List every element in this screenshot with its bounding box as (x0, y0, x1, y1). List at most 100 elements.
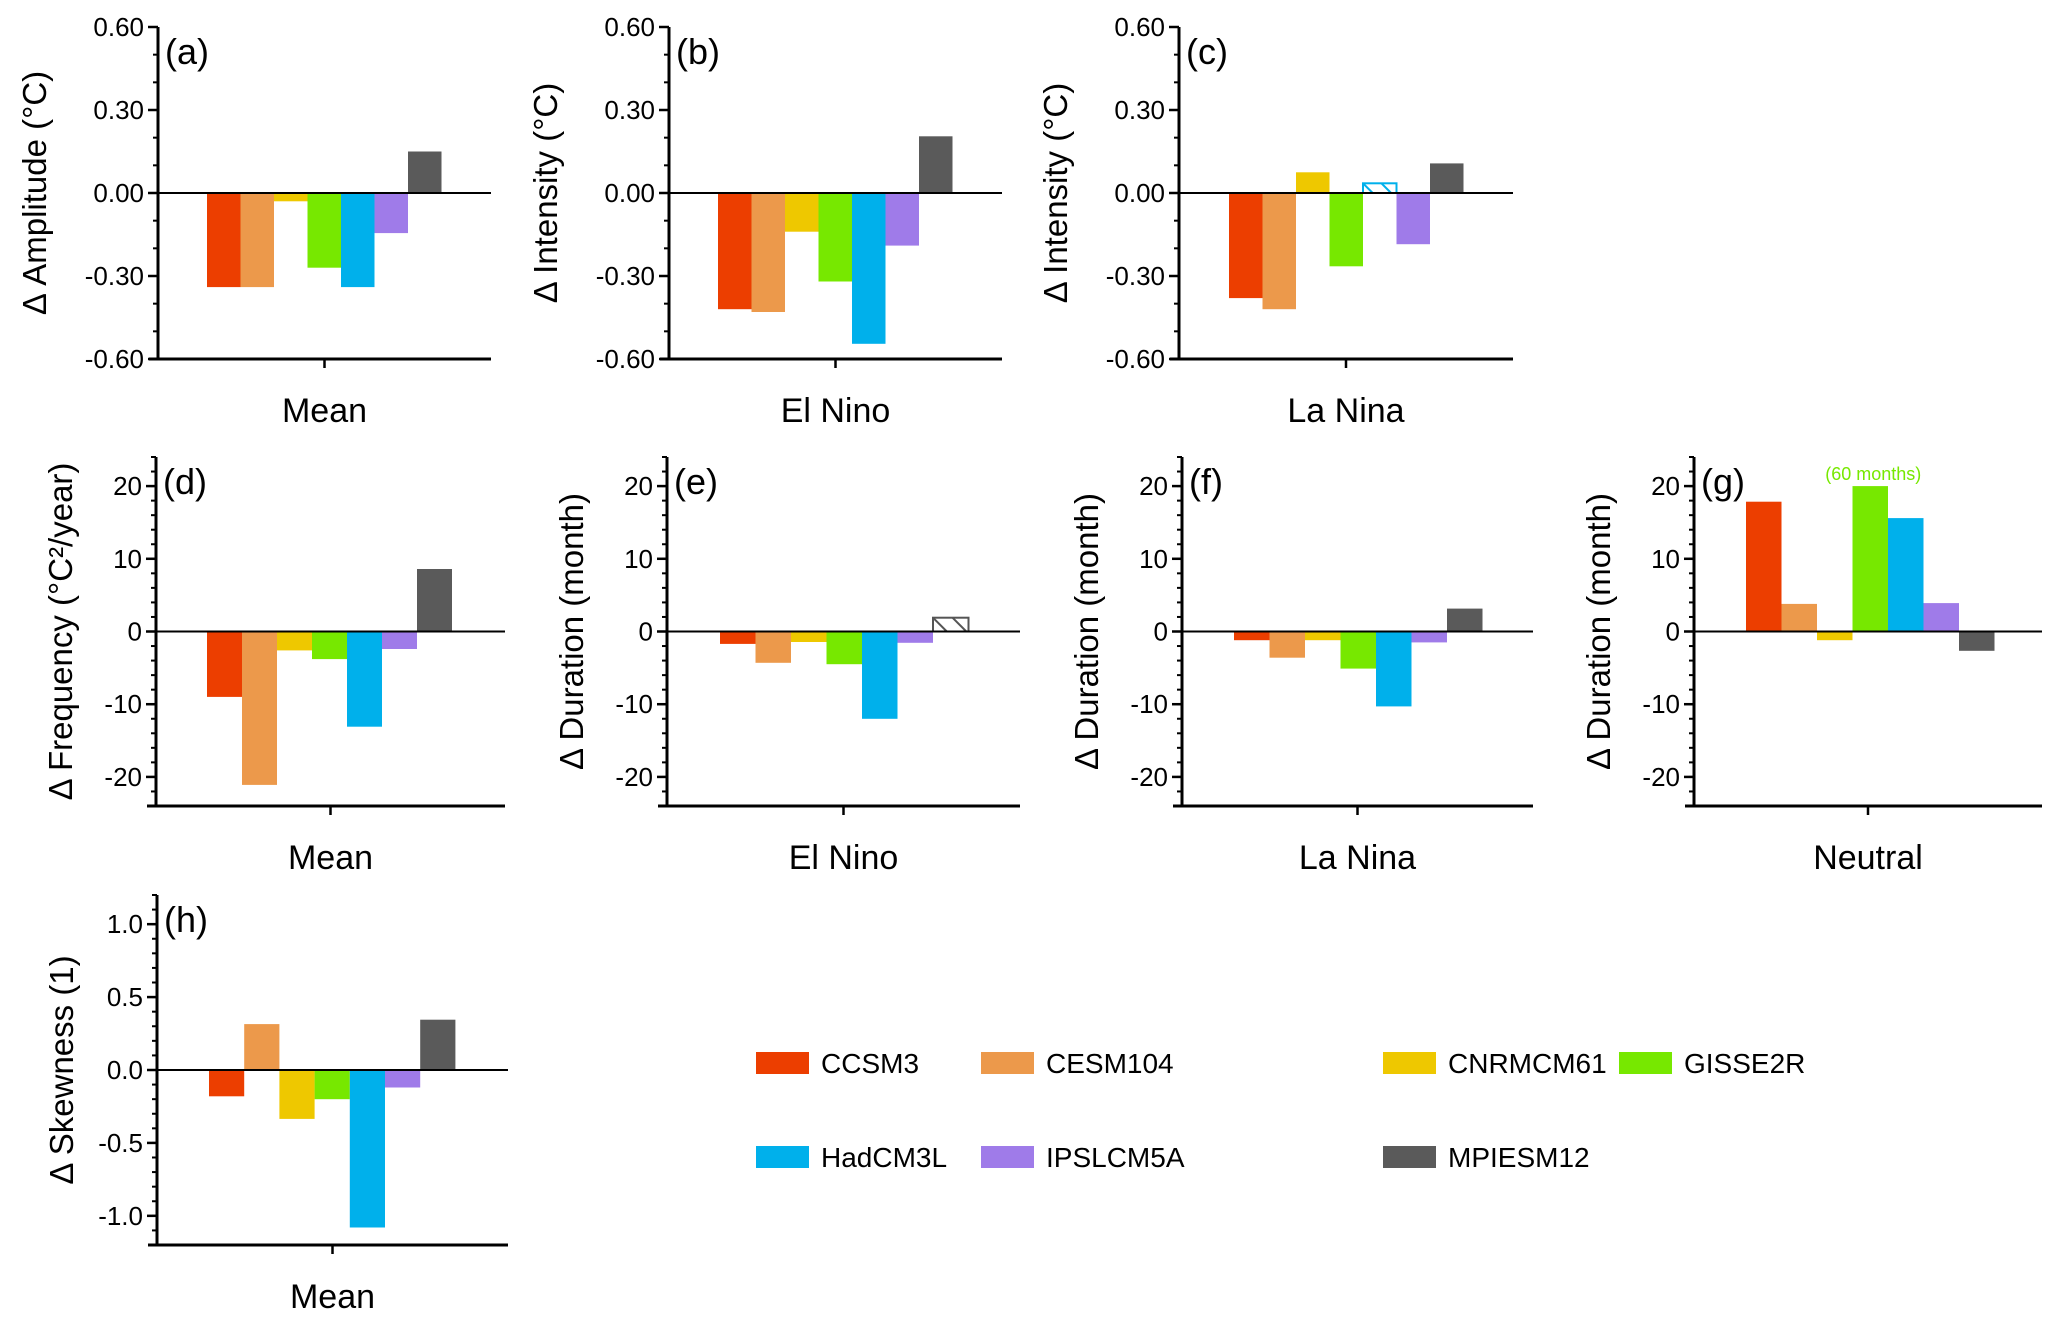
y-axis-label: Δ Intensity (°C) (1037, 83, 1074, 303)
bar-ccsm3 (1746, 501, 1782, 632)
bar-ccsm3 (720, 631, 756, 644)
bar-cesm104 (1781, 603, 1817, 632)
x-category-label: Mean (288, 839, 373, 877)
y-tick-label: 10 (624, 544, 653, 574)
bar-hadcm3l (349, 1070, 385, 1228)
y-axis-label: Δ Intensity (°C) (527, 83, 564, 303)
legend-item-mpiesm12: MPIESM12 (1383, 1142, 1590, 1173)
legend-swatch (981, 1052, 1034, 1074)
legend-item-gisse2r: GISSE2R (1619, 1048, 1805, 1079)
legend-swatch (1383, 1052, 1436, 1074)
bar-cesm104 (244, 1024, 280, 1070)
y-tick-label: -20 (1642, 762, 1680, 792)
x-category-label: Mean (282, 392, 367, 430)
panel-g: -20 -10 0 10 20 Δ Duration (month) Neutral (g) (… (1580, 456, 2042, 877)
panel-h: -1.0 -0.5 0.0 0.5 1.0 Δ Skewness (1) Mean (h) (43, 894, 508, 1316)
panel-label: (c) (1186, 31, 1228, 72)
bar-cnrmcm61 (1296, 172, 1330, 193)
y-axis-label: Δ Frequency (°C²/year) (42, 463, 79, 801)
bar-gisse2r (818, 193, 852, 282)
bar-annotation: (60 months) (1825, 464, 1921, 484)
bar-cnrmcm61 (274, 193, 308, 202)
x-category-label: La Nina (1299, 839, 1416, 877)
bar-ccsm3 (207, 193, 241, 288)
legend-label: CNRMCM61 (1448, 1048, 1607, 1079)
hatch-mark (1380, 182, 1392, 194)
bar-cnrmcm61 (1305, 631, 1341, 641)
bar-ipslcm5a (1411, 631, 1447, 643)
bar-cnrmcm61 (277, 631, 312, 651)
x-category-label: Mean (290, 1278, 375, 1316)
y-tick-label: 20 (1651, 471, 1680, 501)
panel-label: (g) (1701, 461, 1745, 502)
legend-label: GISSE2R (1684, 1048, 1805, 1079)
bar-cnrmcm61 (279, 1070, 315, 1119)
bar-cesm104 (1262, 193, 1296, 310)
y-tick-label: 0 (1666, 617, 1680, 647)
panel-f: -20 -10 0 10 20 Δ Duration (month) La Nina (f) (1068, 456, 1533, 877)
bar-cnrmcm61 (791, 631, 827, 642)
y-tick-label: 20 (624, 471, 653, 501)
y-axis-label: Δ Duration (month) (553, 493, 590, 770)
bar-mpiesm12 (408, 151, 442, 193)
y-tick-label: 0.00 (93, 178, 144, 208)
y-tick-label: -0.30 (596, 261, 655, 291)
y-tick-label: -0.30 (1106, 261, 1165, 291)
bar-ipslcm5a (385, 1070, 421, 1088)
y-tick-label: 0.60 (1114, 12, 1165, 42)
y-tick-label: 10 (113, 544, 142, 574)
y-tick-label: -20 (1130, 762, 1168, 792)
y-tick-label: 0.60 (93, 12, 144, 42)
panel-a: -0.60 -0.30 0.00 0.30 0.60 Δ Amplitude (°C) Me… (16, 12, 491, 430)
y-tick-label: 0.0 (107, 1055, 143, 1085)
legend-item-cesm104: CESM104 (981, 1048, 1174, 1079)
legend-item-hadcm3l: HadCM3L (756, 1142, 947, 1173)
y-tick-label: -10 (104, 689, 142, 719)
y-tick-label: -0.30 (85, 261, 144, 291)
legend: CCSM3 CESM104 CNRMCM61 GISSE2R HadCM3L IPSLCM… (756, 1048, 1805, 1173)
y-tick-label: -10 (1130, 689, 1168, 719)
bar-gisse2r (314, 1070, 350, 1100)
y-tick-label: -20 (615, 762, 653, 792)
bar-gisse2r (826, 631, 862, 665)
x-category-label: Neutral (1813, 839, 1923, 877)
x-category-label: El Nino (781, 392, 891, 430)
y-tick-label: -10 (1642, 689, 1680, 719)
y-tick-label: -0.60 (1106, 344, 1165, 374)
bar-ccsm3 (207, 631, 242, 697)
y-tick-label: 0.30 (93, 95, 144, 125)
y-tick-label: -0.5 (98, 1128, 143, 1158)
legend-label: CESM104 (1046, 1048, 1174, 1079)
bar-hadcm3l (862, 631, 898, 719)
y-tick-label: 0.5 (107, 982, 143, 1012)
bar-cesm104 (240, 193, 274, 288)
panel-label: (e) (674, 461, 718, 502)
y-tick-label: 0.00 (1114, 178, 1165, 208)
y-tick-label: 0 (639, 617, 653, 647)
legend-swatch (981, 1146, 1034, 1168)
bar-ccsm3 (1234, 631, 1270, 641)
panel-label: (d) (163, 461, 207, 502)
bar-ipslcm5a (382, 631, 417, 649)
y-tick-label: 1.0 (107, 909, 143, 939)
bar-ipslcm5a (897, 631, 933, 643)
bar-cesm104 (1269, 631, 1305, 658)
legend-swatch (756, 1052, 809, 1074)
y-tick-label: 10 (1139, 544, 1168, 574)
y-tick-label: 0 (128, 617, 142, 647)
y-axis-label: Δ Duration (month) (1068, 493, 1105, 770)
bar-hadcm3l (341, 193, 375, 288)
y-tick-label: -0.60 (85, 344, 144, 374)
legend-item-ipslcm5a: IPSLCM5A (981, 1142, 1185, 1173)
bar-gisse2r (1329, 193, 1363, 267)
bar-gisse2r (307, 193, 341, 268)
x-category-label: La Nina (1287, 392, 1404, 430)
bar-ipslcm5a (885, 193, 919, 246)
bar-ccsm3 (209, 1070, 245, 1097)
hatch-mark (932, 616, 948, 633)
bar-ccsm3 (718, 193, 752, 310)
panel-d: -20 -10 0 10 20 Δ Frequency (°C²/year) Mean (d) (42, 456, 505, 877)
bar-ipslcm5a (1396, 193, 1430, 245)
legend-swatch (1383, 1146, 1436, 1168)
y-tick-label: 0 (1154, 617, 1168, 647)
